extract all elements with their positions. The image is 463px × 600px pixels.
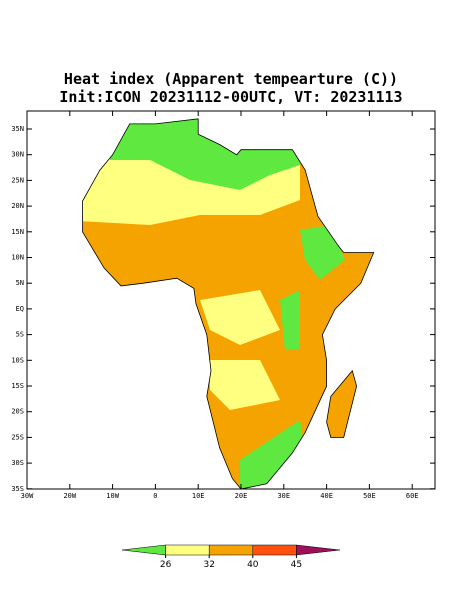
lat-label: 15S — [11, 382, 24, 390]
lat-label: 10N — [11, 254, 24, 262]
lon-label: 0 — [153, 492, 157, 500]
lon-label: 20E — [235, 492, 248, 500]
lat-label: 20S — [11, 408, 24, 416]
colorbar-label: 32 — [203, 560, 214, 570]
lat-label: 25N — [11, 176, 24, 184]
lat-label: 30S — [11, 459, 24, 467]
lon-label: 10W — [106, 492, 119, 500]
lat-label: 25S — [11, 433, 24, 441]
lat-label: 5N — [16, 279, 24, 287]
lat-label: 5S — [16, 331, 24, 339]
lat-label: 35N — [11, 125, 24, 133]
lon-label: 30W — [21, 492, 34, 500]
lon-label: 60E — [406, 492, 419, 500]
lat-label: EQ — [16, 305, 24, 313]
colorbar-label: 45 — [291, 560, 302, 570]
title-line: Heat index (Apparent tempearture (C)) — [64, 70, 398, 88]
lon-label: 20W — [63, 492, 76, 500]
lon-label: 10E — [192, 492, 205, 500]
lat-label: 35S — [11, 485, 24, 493]
colorbar: 26 32 40 45 — [121, 544, 341, 570]
colorbar-bin — [296, 544, 341, 556]
lat-label: 30N — [11, 151, 24, 159]
lon-label: 40E — [320, 492, 333, 500]
colorbar-label: 40 — [247, 560, 259, 570]
colorbar-bin — [165, 544, 210, 556]
lat-label: 10S — [11, 356, 24, 364]
coastline — [82, 118, 375, 490]
lon-label: 50E — [363, 492, 376, 500]
colorbar-bin — [121, 544, 166, 556]
lat-label: 20N — [11, 202, 24, 210]
colorbar-bin — [252, 544, 297, 556]
colorbar-bin — [208, 544, 254, 556]
axes: 35N 30N 25N 20N 15N 10N 5N EQ 5S 10S 15S 20S 25S 30S 3… — [11, 111, 435, 500]
lon-label: 30E — [277, 492, 290, 500]
colorbar-label: 26 — [160, 560, 172, 570]
lat-label: 15N — [11, 228, 24, 236]
title-line: Init:ICON 20231112-00UTC, VT: 20231113 — [59, 88, 402, 106]
